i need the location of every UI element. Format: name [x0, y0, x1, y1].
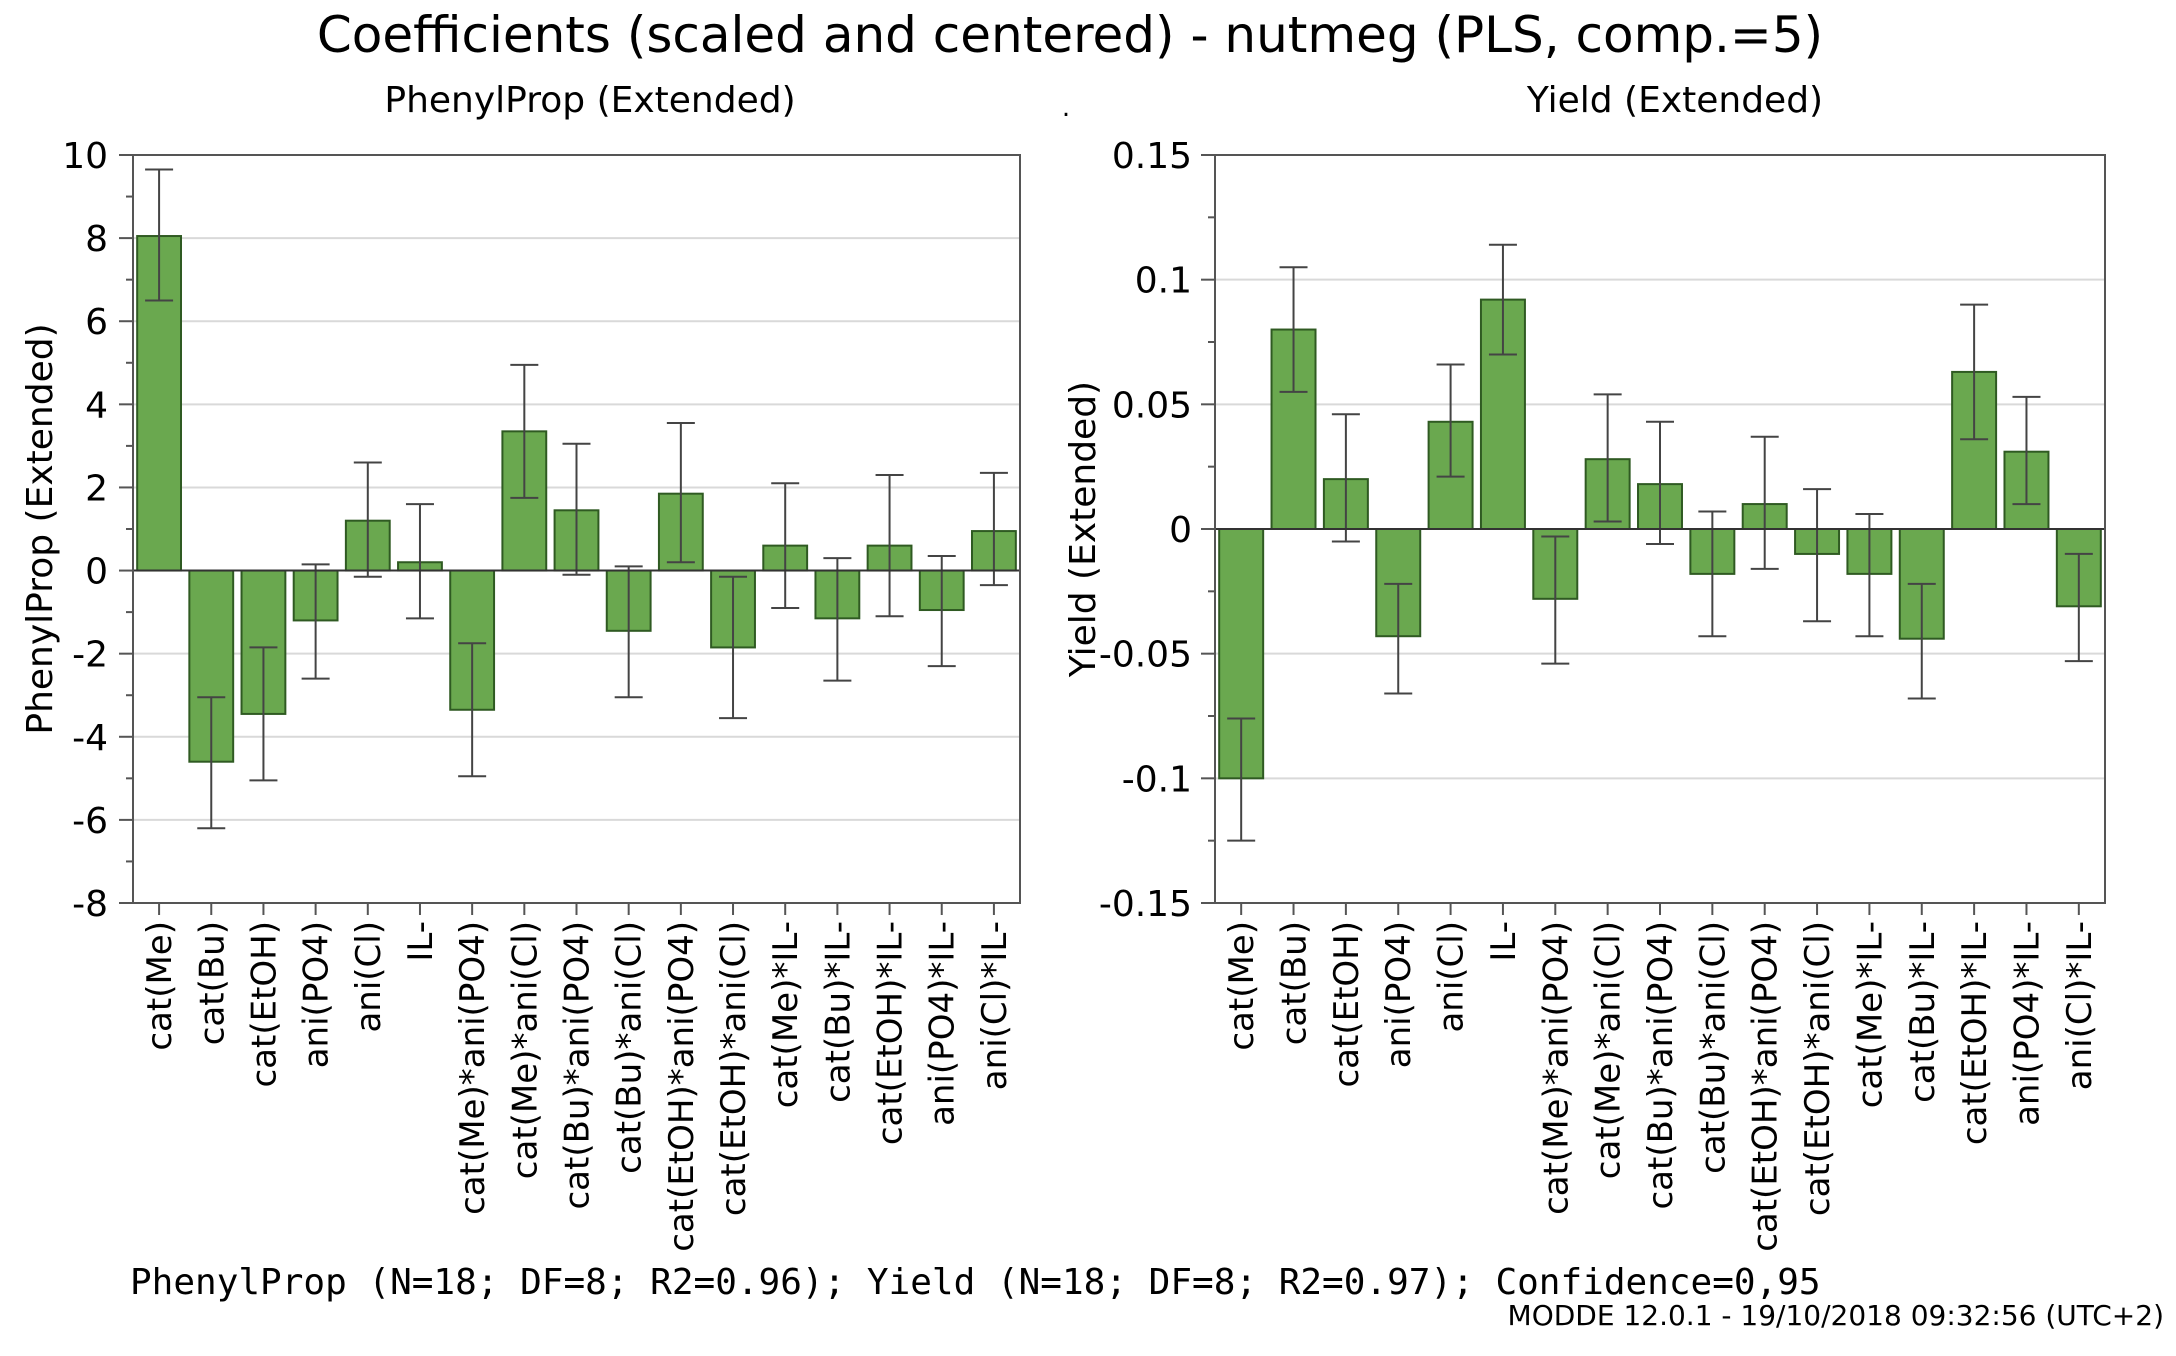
x-category-label: ani(Cl)*IL-: [2060, 921, 2100, 1090]
error-bar: [1750, 435, 1779, 570]
error-bar: [2064, 552, 2093, 663]
error-bar: [2012, 395, 2041, 506]
x-category-label: ani(PO4): [1379, 921, 1419, 1068]
x-category-label: cat(Me): [1222, 921, 1262, 1051]
x-category-label: ani(PO4)*IL-: [923, 921, 963, 1126]
y-tick-label: -0.05: [1099, 635, 1192, 676]
chart-yield: -0.15 -0.1 -0.05 0 0.05 0.1 0.15 cat(Me) cat(Bu)…: [1063, 80, 2106, 1252]
y-tick-label: -0.15: [1099, 884, 1192, 925]
x-category-label: cat(Bu): [1275, 921, 1315, 1045]
x-category-label: cat(Bu)*IL-: [1903, 921, 1943, 1103]
x-category-label: cat(Me)*IL-: [766, 921, 806, 1108]
error-bar: [145, 168, 174, 302]
x-category-label: cat(Bu)*ani(Cl): [610, 921, 650, 1174]
error-bar: [1593, 393, 1622, 523]
error-bar: [1646, 420, 1674, 545]
plot-frame: [132, 154, 1021, 904]
x-category-label: ani(Cl): [1432, 921, 1472, 1033]
y-tick-label: -6: [72, 801, 108, 842]
plot-frame: [1214, 154, 2106, 904]
y-axis-label: PhenylProp (Extended): [20, 323, 61, 734]
footer-stats: PhenylProp (N=18; DF=8; R2=0.96); Yield …: [130, 1262, 1821, 1303]
error-bar: [771, 482, 800, 609]
error-bar: [1279, 266, 1308, 393]
error-bar: [197, 696, 226, 830]
error-bar: [249, 646, 278, 782]
x-category-label: cat(Bu)*ani(Cl): [1693, 921, 1733, 1174]
chart-title: Yield (Extended): [1526, 80, 1823, 121]
x-category-label: cat(Bu)*ani(PO4): [558, 921, 598, 1210]
x-category-label: cat(EtOH): [244, 921, 284, 1088]
error-bar: [1384, 582, 1413, 695]
x-category-label: cat(EtOH)*ani(PO4): [1746, 921, 1786, 1252]
x-category-label: ani(Cl)*IL-: [975, 921, 1015, 1090]
y-tick-label: 2: [85, 468, 108, 509]
x-category-label: ani(PO4): [297, 921, 337, 1068]
y-tick-label: 0: [1169, 510, 1192, 551]
error-bar: [1855, 513, 1884, 638]
x-category-label: IL-: [1484, 921, 1524, 962]
error-bar: [823, 557, 852, 682]
x-category-label: cat(Me)*ani(Cl): [505, 921, 545, 1179]
y-tick-label: 6: [85, 302, 108, 343]
y-tick-label: 10: [62, 136, 108, 177]
error-bar: [875, 473, 904, 618]
x-category-label: cat(EtOH): [1327, 921, 1367, 1088]
error-bar: [405, 503, 434, 620]
error-bar: [666, 422, 695, 564]
x-category-label: IL-: [401, 921, 441, 962]
x-category-label: cat(Me)*IL-: [1850, 921, 1890, 1108]
error-bar: [1698, 510, 1727, 638]
x-category-label: cat(Me)*ani(PO4): [1536, 921, 1576, 1215]
x-category-label: cat(EtOH)*ani(Cl): [714, 921, 754, 1216]
error-bar: [1803, 488, 1832, 623]
y-tick-label: -2: [72, 635, 108, 676]
x-category-label: cat(Bu)*IL-: [818, 921, 858, 1103]
y-tick-label: 0.1: [1135, 261, 1192, 302]
error-bar: [1960, 303, 1989, 441]
error-bar: [301, 563, 330, 680]
center-dot: .: [1062, 93, 1070, 123]
figure-title: Coefficients (scaled and centered) - nut…: [317, 6, 1823, 64]
x-category-label: cat(Me)*ani(Cl): [1589, 921, 1629, 1179]
error-bar: [562, 442, 591, 576]
error-bar: [719, 575, 748, 720]
error-bar: [614, 565, 643, 699]
x-category-label: cat(Me): [140, 921, 180, 1051]
error-bar: [1907, 582, 1936, 700]
error-bar: [458, 642, 487, 778]
x-category-label: ani(Cl): [349, 921, 389, 1033]
error-bar: [1227, 717, 1256, 842]
x-category-label: cat(EtOH)*IL-: [871, 921, 911, 1145]
x-category-label: cat(Me)*ani(PO4): [453, 921, 493, 1215]
error-bar: [1436, 363, 1465, 478]
chart-title: PhenylProp (Extended): [384, 80, 795, 121]
y-tick-label: 0: [85, 552, 108, 593]
y-tick-label: 8: [85, 219, 108, 260]
error-bar: [1541, 535, 1570, 665]
x-category-label: cat(Bu): [192, 921, 232, 1045]
y-tick-label: -0.1: [1122, 759, 1192, 800]
y-axis-label: Yield (Extended): [1063, 381, 1104, 678]
y-tick-label: 0.05: [1112, 385, 1192, 426]
y-tick-label: -4: [72, 718, 108, 759]
watermark: MODDE 12.0.1 - 19/10/2018 09:32:56 (UTC+…: [1508, 1299, 2164, 1332]
chart-phenylprop: -8 -6 -4 -2 0 2 4 6 8 10 cat(Me) cat(Bu) cat(EtOH) an…: [20, 80, 1021, 1252]
x-category-label: cat(EtOH)*ani(PO4): [662, 921, 702, 1252]
x-category-label: cat(EtOH)*ani(Cl): [1798, 921, 1838, 1216]
error-bar: [1331, 413, 1360, 543]
y-tick-label: 0.15: [1112, 136, 1192, 177]
error-bar: [1488, 243, 1517, 356]
x-category-label: ani(PO4)*IL-: [2007, 921, 2047, 1126]
x-category-label: cat(EtOH)*IL-: [1955, 921, 1995, 1145]
error-bar: [927, 555, 956, 668]
x-category-label: cat(Bu)*ani(PO4): [1641, 921, 1681, 1210]
error-bar: [510, 363, 539, 499]
error-bar: [353, 461, 382, 578]
y-tick-label: 4: [85, 385, 108, 426]
y-tick-label: -8: [72, 884, 108, 925]
error-bar: [979, 471, 1008, 587]
